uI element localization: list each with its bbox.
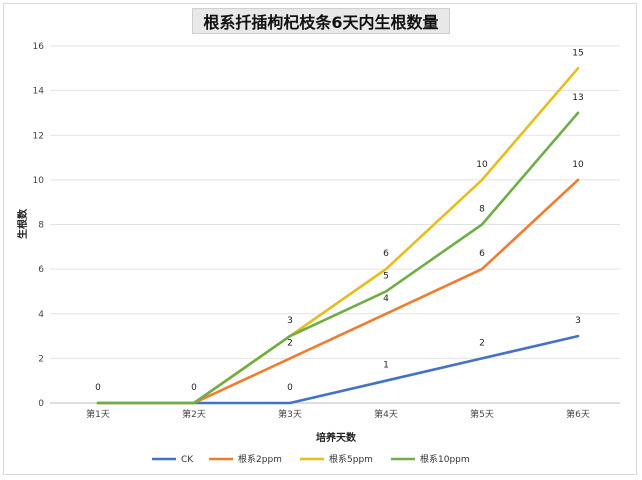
data-label: 15 bbox=[572, 48, 583, 58]
legend-item-label: 根系5ppm bbox=[329, 453, 373, 465]
x-axis-title: 培养天数 bbox=[316, 431, 357, 444]
data-label: 2 bbox=[287, 338, 293, 348]
x-tick-label: 第4天 bbox=[374, 408, 398, 420]
data-label: 2 bbox=[479, 338, 485, 348]
series-line-4 bbox=[96, 111, 580, 405]
y-axis-title: 生根数 bbox=[16, 208, 29, 239]
legend-item-label: 根系10ppm bbox=[420, 453, 470, 465]
y-tick-label: 6 bbox=[38, 265, 44, 275]
data-label: 8 bbox=[479, 205, 485, 215]
x-tick-label: 第2天 bbox=[182, 408, 206, 420]
y-tick-label: 2 bbox=[38, 354, 44, 364]
x-tick-label: 第1天 bbox=[86, 408, 110, 420]
data-label: 6 bbox=[383, 249, 389, 259]
x-tick-label: 第3天 bbox=[278, 408, 302, 420]
x-axis-ticks: 第1天 第2天 第3天 第4天 第5天 第6天 bbox=[86, 408, 590, 420]
y-tick-label: 0 bbox=[38, 399, 44, 409]
data-label: 0 bbox=[95, 383, 101, 393]
data-label: 3 bbox=[575, 316, 581, 326]
y-tick-label: 4 bbox=[38, 310, 44, 320]
y-tick-label: 10 bbox=[33, 176, 45, 186]
data-label: 3 bbox=[287, 316, 293, 326]
legend: CK 根系2ppm 根系5ppm 根系10ppm bbox=[152, 453, 470, 465]
data-label: 4 bbox=[383, 294, 389, 304]
data-label: 0 bbox=[191, 383, 197, 393]
x-tick-label: 第6天 bbox=[566, 408, 590, 420]
legend-item-label: CK bbox=[181, 455, 194, 465]
gridlines bbox=[50, 45, 620, 404]
series-lines bbox=[96, 67, 580, 405]
data-label: 10 bbox=[476, 160, 488, 170]
data-label: 10 bbox=[572, 160, 584, 170]
data-label: 5 bbox=[383, 271, 389, 281]
x-tick-label: 第5天 bbox=[470, 408, 494, 420]
series-line-1 bbox=[96, 334, 580, 405]
y-tick-label: 12 bbox=[33, 131, 44, 141]
y-axis-ticks: 0 2 4 6 8 10 12 14 16 bbox=[33, 42, 45, 409]
data-label: 1 bbox=[383, 361, 389, 371]
data-labels: 0 0 0 1 2 3 2 4 6 10 3 6 10 15 5 8 13 bbox=[95, 48, 584, 393]
y-tick-label: 16 bbox=[33, 42, 45, 52]
data-label: 6 bbox=[479, 249, 485, 259]
legend-item-label: 根系2ppm bbox=[238, 453, 282, 465]
series-line-2 bbox=[96, 178, 580, 405]
y-tick-label: 14 bbox=[33, 87, 45, 97]
data-label: 13 bbox=[572, 93, 583, 103]
y-tick-label: 8 bbox=[38, 221, 44, 231]
data-label: 0 bbox=[287, 383, 293, 393]
chart-title: 根系扦插枸杞枝条6天内生根数量 bbox=[192, 8, 450, 34]
